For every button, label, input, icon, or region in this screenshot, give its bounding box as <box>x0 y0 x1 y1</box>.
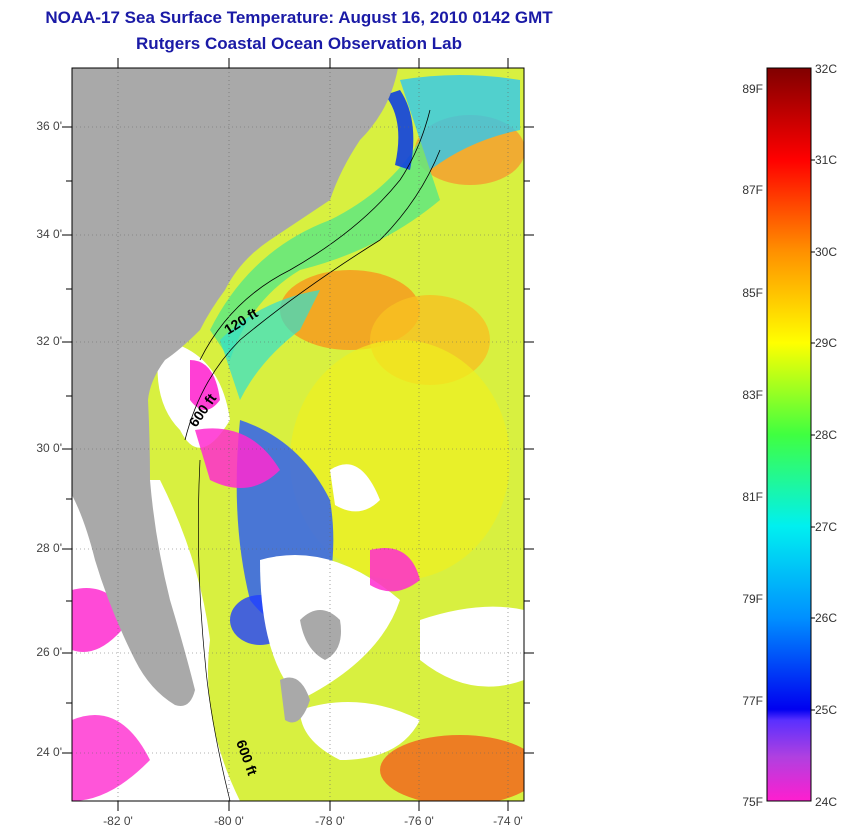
graticule <box>72 68 524 801</box>
colorbar-label-celsius: 24C <box>815 795 838 809</box>
map-ticks <box>62 58 534 811</box>
longitude-label: -82 0' <box>103 814 133 828</box>
longitude-label: -74 0' <box>493 814 523 828</box>
cloud-edge-artifact <box>195 428 280 488</box>
colorbar-gradient <box>767 68 811 801</box>
colorbar-label-celsius: 25C <box>815 703 838 717</box>
warm-water-patch <box>380 735 524 801</box>
island <box>300 610 341 660</box>
colorbar-label-celsius: 30C <box>815 245 838 259</box>
latitude-label: 36 0' <box>36 119 62 133</box>
colorbar-label-fahrenheit: 75F <box>742 795 763 809</box>
cloud-mask <box>330 464 380 512</box>
island <box>280 677 310 723</box>
map-title: NOAA-17 Sea Surface Temperature: August … <box>45 8 553 27</box>
latitude-label: 26 0' <box>36 645 62 659</box>
colorbar-label-fahrenheit: 83F <box>742 388 763 402</box>
colorbar-label-fahrenheit: 85F <box>742 286 763 300</box>
latitude-label: 34 0' <box>36 227 62 241</box>
map-subtitle: Rutgers Coastal Ocean Observation Lab <box>136 34 462 53</box>
coastal-cool-water <box>210 140 440 360</box>
colorbar-label-fahrenheit: 79F <box>742 592 763 606</box>
latitude-label: 30 0' <box>36 441 62 455</box>
cloud-edge-artifact <box>72 715 150 801</box>
isobath-120ft <box>199 109 431 361</box>
longitude-label: -76 0' <box>404 814 434 828</box>
land-mass <box>72 68 398 706</box>
colorbar-label-fahrenheit: 89F <box>742 82 763 96</box>
colorbar-label-celsius: 29C <box>815 336 838 350</box>
colorbar-label-celsius: 27C <box>815 520 838 534</box>
colorbar-label-celsius: 31C <box>815 153 838 167</box>
colorbar-label-fahrenheit: 81F <box>742 490 763 504</box>
longitude-label: -78 0' <box>315 814 345 828</box>
cloud-edge-artifact <box>370 548 420 592</box>
map-frame <box>71 67 525 802</box>
cloud-mask <box>420 606 524 687</box>
colorbar-label-celsius: 28C <box>815 428 838 442</box>
colorbar-ticks <box>811 159 815 711</box>
latitude-label: 32 0' <box>36 334 62 348</box>
yellow-water-band <box>290 340 510 580</box>
cloud-edge-artifact <box>190 360 220 410</box>
cool-upwelling <box>385 90 414 170</box>
colorbar-label-celsius: 26C <box>815 611 838 625</box>
colorbar-label-celsius: 32C <box>815 62 838 76</box>
colorbar-label-fahrenheit: 77F <box>742 694 763 708</box>
coastal-cool-water <box>400 75 520 170</box>
latitude-label: 28 0' <box>36 541 62 555</box>
latitude-label: 24 0' <box>36 745 62 759</box>
longitude-label: -80 0' <box>214 814 244 828</box>
coastal-cool-water <box>220 290 320 400</box>
isobath-600ft <box>184 149 441 441</box>
colorbar-label-fahrenheit: 87F <box>742 183 763 197</box>
